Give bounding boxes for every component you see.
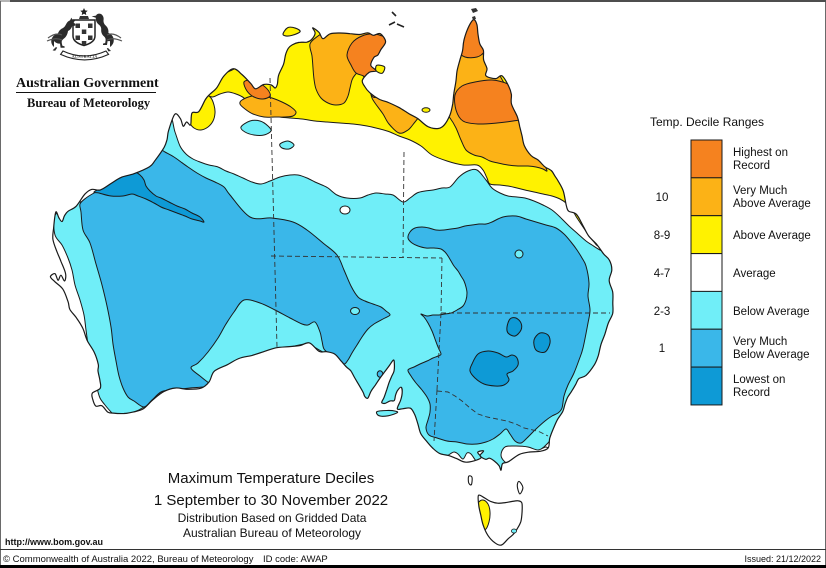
svg-text:10: 10 <box>656 192 669 204</box>
svg-text:2-3: 2-3 <box>654 306 671 318</box>
svg-text:Highest on: Highest on <box>733 147 788 159</box>
svg-text:Issued: 21/12/2022: Issued: 21/12/2022 <box>744 554 821 564</box>
svg-text:1: 1 <box>659 343 665 355</box>
svg-text:Temp. Decile Ranges: Temp. Decile Ranges <box>650 115 764 129</box>
svg-text:Australian Government: Australian Government <box>16 76 159 91</box>
svg-text:Below Average: Below Average <box>733 349 810 361</box>
svg-text:AUSTRALIA: AUSTRALIA <box>71 54 98 59</box>
svg-text:8-9: 8-9 <box>654 230 671 242</box>
svg-text:Below Average: Below Average <box>733 306 810 318</box>
svg-text:Distribution Based on Gridded: Distribution Based on Gridded Data <box>178 511 367 525</box>
svg-text:Above Average: Above Average <box>733 230 811 242</box>
svg-text:Average: Average <box>733 268 776 280</box>
svg-text:Australian Bureau of Meteorolo: Australian Bureau of Meteorology <box>183 526 361 540</box>
svg-text:4-7: 4-7 <box>654 268 671 280</box>
svg-text:Very Much: Very Much <box>733 336 787 348</box>
svg-text:Maximum Temperature Deciles: Maximum Temperature Deciles <box>168 470 374 487</box>
svg-text:Lowest on: Lowest on <box>733 374 785 386</box>
svg-text:ID code: AWAP: ID code: AWAP <box>263 554 328 565</box>
svg-text:Record: Record <box>733 160 770 172</box>
svg-text:© Commonwealth of Australia 20: © Commonwealth of Australia 2022, Bureau… <box>3 554 254 565</box>
svg-text:Record: Record <box>733 387 770 399</box>
svg-text:1 September to 30 November 202: 1 September to 30 November 2022 <box>154 492 388 509</box>
svg-text:Bureau of Meteorology: Bureau of Meteorology <box>27 96 151 110</box>
svg-text:Above Average: Above Average <box>733 198 811 210</box>
svg-text:Very Much: Very Much <box>733 185 787 197</box>
svg-text:http://www.bom.gov.au: http://www.bom.gov.au <box>5 537 103 547</box>
